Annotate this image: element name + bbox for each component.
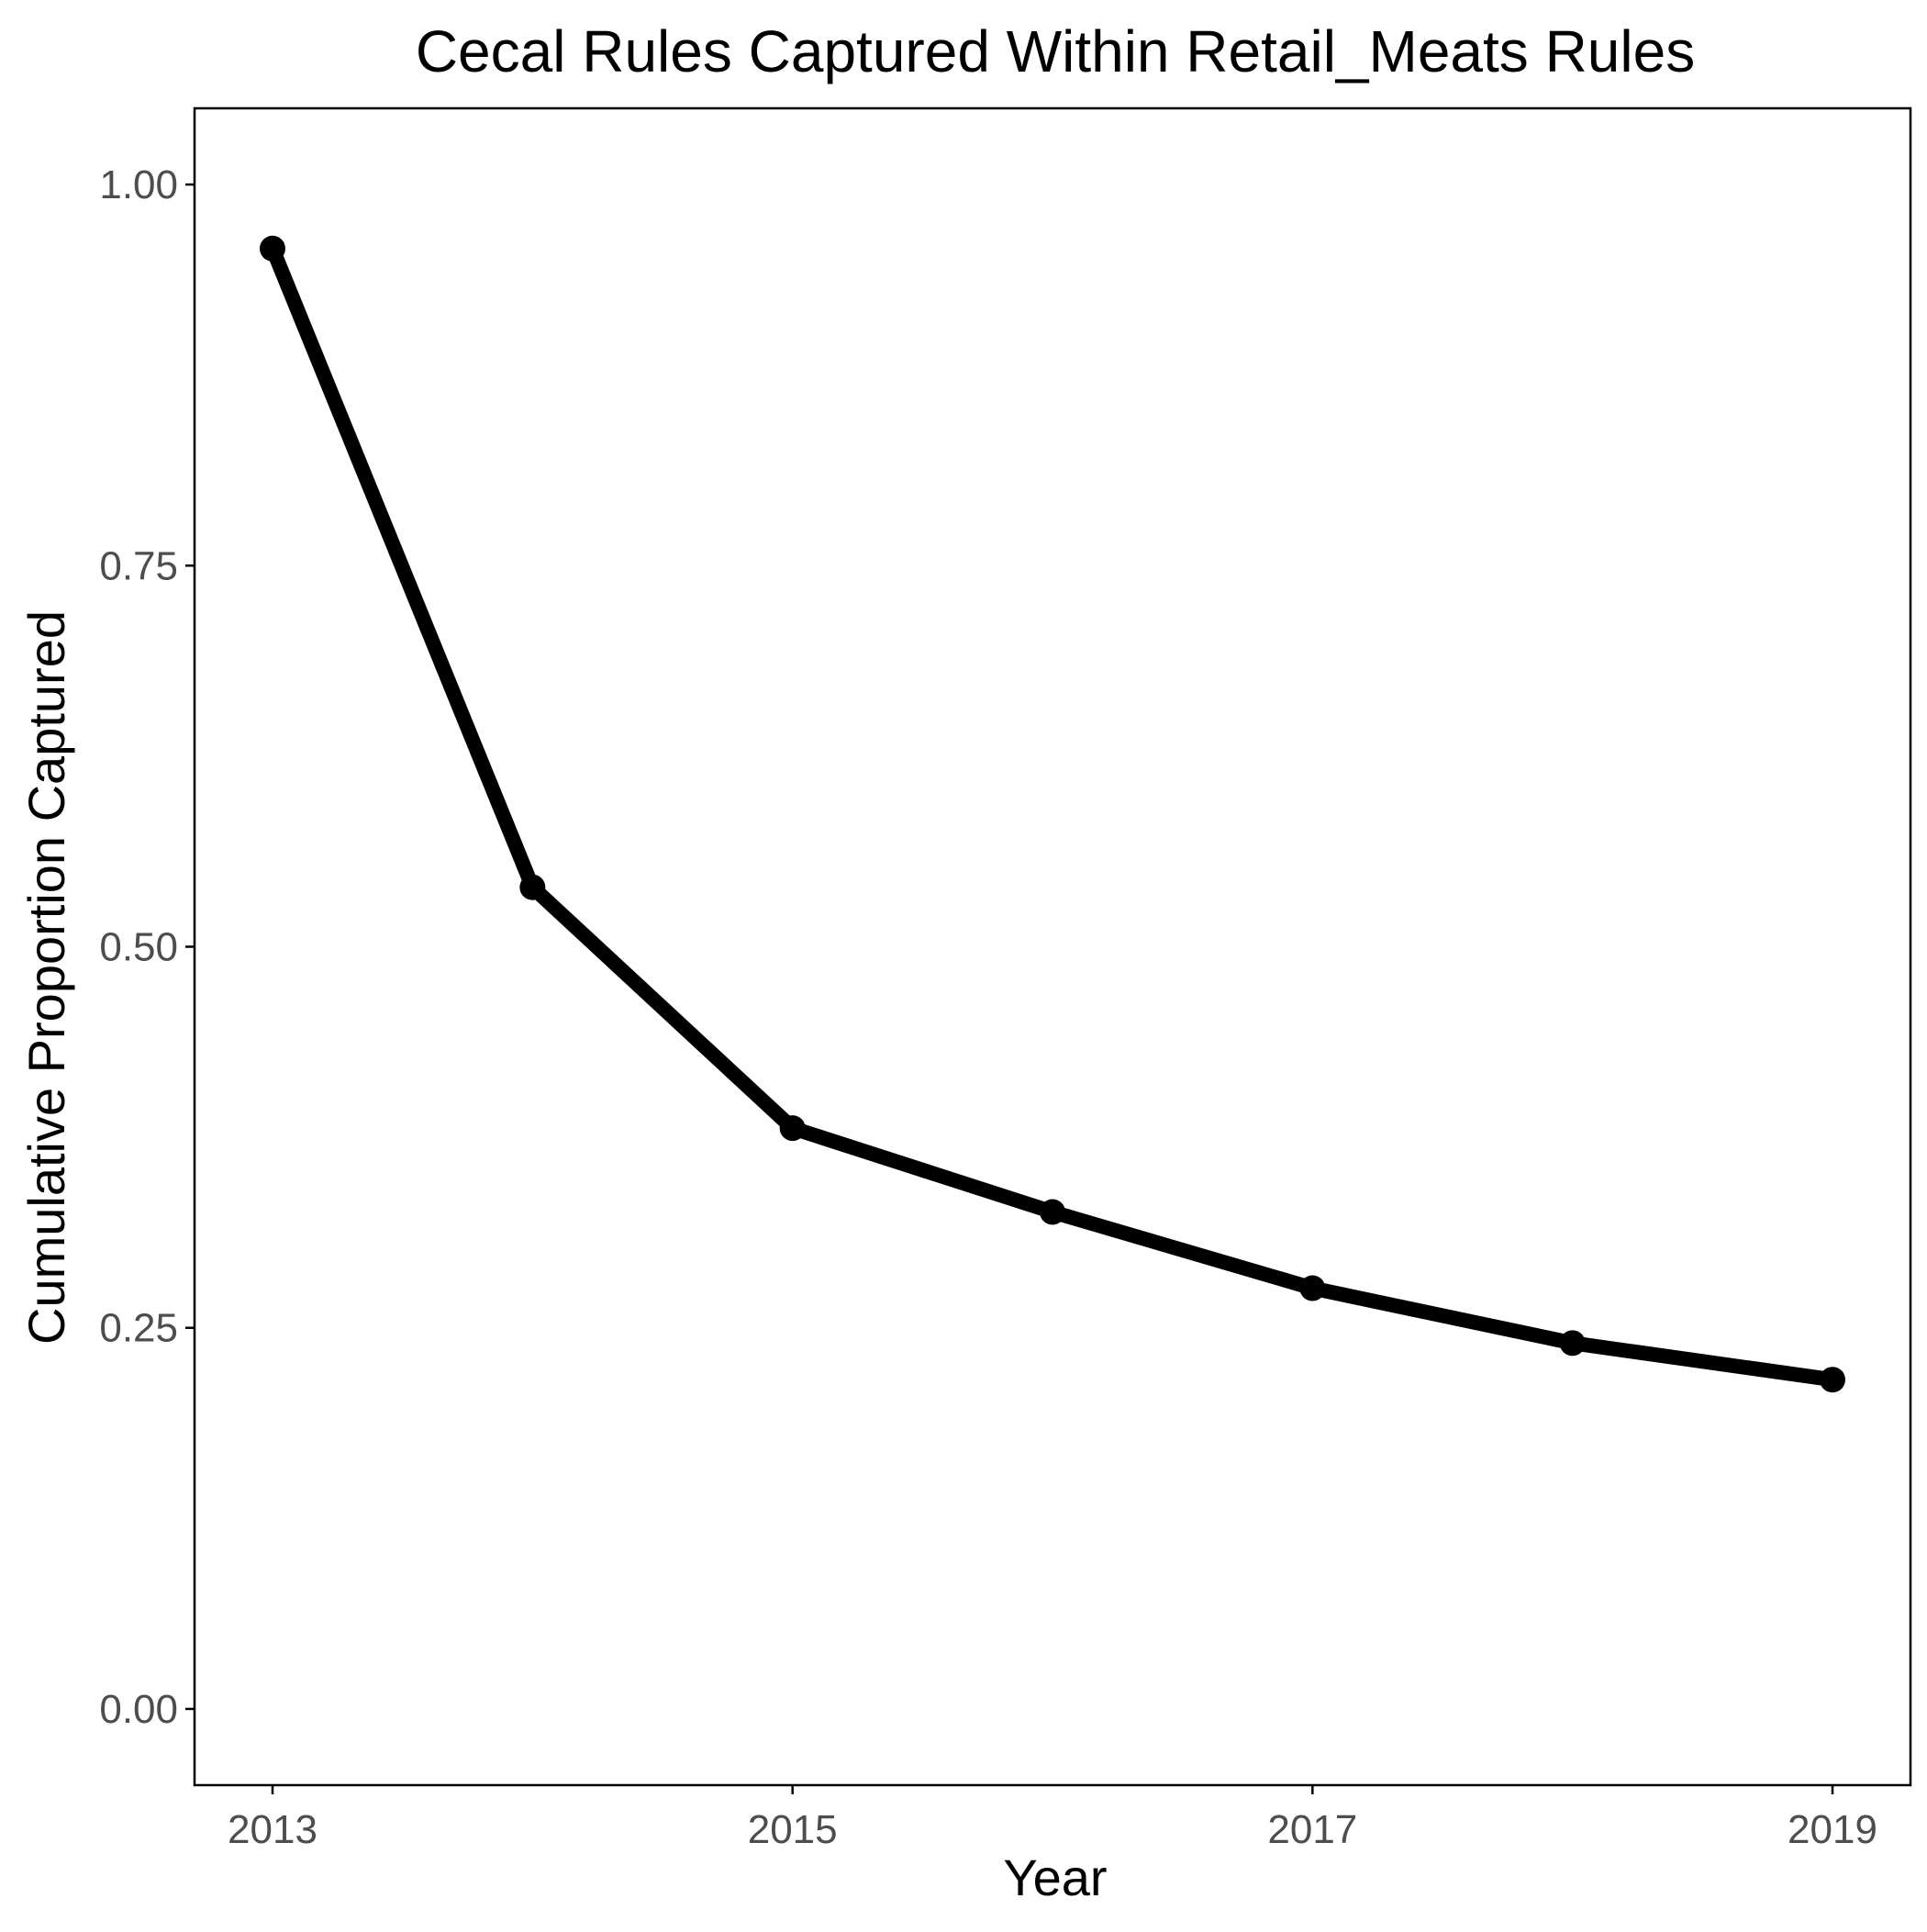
x-tick-label: 2017 bbox=[1267, 1807, 1357, 1852]
x-tick-label: 2013 bbox=[228, 1807, 317, 1852]
data-point bbox=[1559, 1330, 1586, 1357]
y-axis-title: Cumulative Proportion Captured bbox=[17, 610, 75, 1345]
data-point bbox=[1040, 1199, 1065, 1225]
data-point bbox=[519, 874, 546, 900]
x-axis-title: Year bbox=[1003, 1848, 1107, 1906]
x-tick-label: 2019 bbox=[1788, 1807, 1877, 1852]
y-tick-label: 0.50 bbox=[99, 925, 178, 970]
y-tick-label: 0.25 bbox=[99, 1306, 178, 1351]
y-tick-label: 0.00 bbox=[99, 1687, 178, 1732]
y-axis: 0.00 0.25 0.50 0.75 1.00 bbox=[99, 162, 195, 1732]
x-tick-label: 2015 bbox=[748, 1807, 838, 1852]
data-point bbox=[1820, 1367, 1845, 1393]
y-tick-label: 0.75 bbox=[99, 543, 178, 588]
data-point bbox=[779, 1115, 806, 1142]
data-point bbox=[260, 235, 285, 262]
series-layer bbox=[260, 235, 1845, 1393]
y-tick-label: 1.00 bbox=[99, 162, 178, 207]
chart-title: Cecal Rules Captured Within Retail_Meats… bbox=[416, 18, 1695, 84]
x-axis: 2013 2015 2017 2019 bbox=[228, 1785, 1877, 1852]
data-point bbox=[1299, 1275, 1326, 1301]
